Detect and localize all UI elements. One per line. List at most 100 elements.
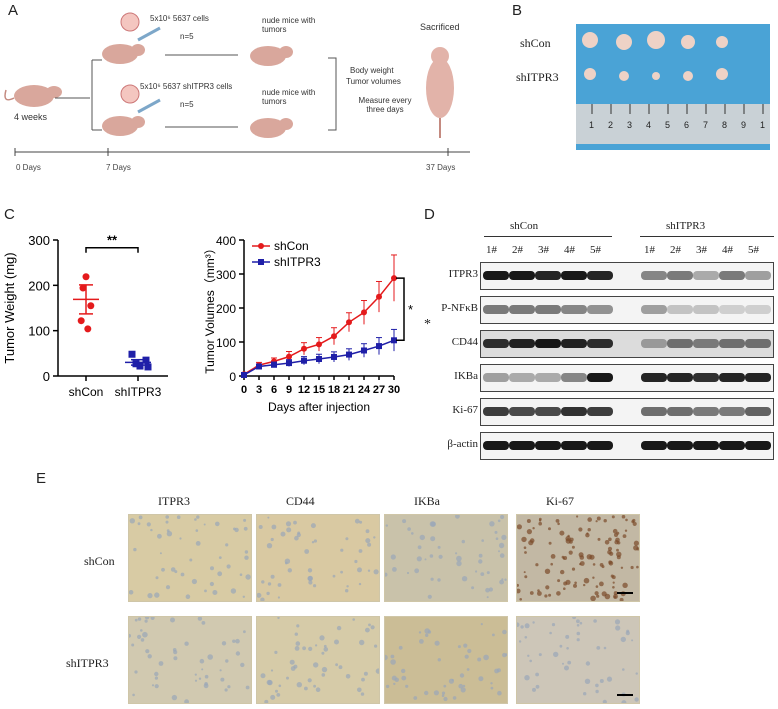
cell-nucleus <box>559 530 565 536</box>
blot-band <box>745 441 771 450</box>
cell-nucleus <box>595 585 599 588</box>
cell-nucleus <box>429 521 436 527</box>
ihc-column-label: Ki-67 <box>546 494 574 508</box>
y-tick-label: 200 <box>28 278 50 293</box>
legend-label: shCon <box>274 239 309 253</box>
cell-nucleus <box>295 641 301 646</box>
mouse-icon <box>102 44 145 64</box>
cell-nucleus <box>452 696 457 700</box>
cell-nucleus <box>218 556 222 559</box>
cell-nucleus <box>521 536 527 543</box>
cell-nucleus <box>151 684 155 687</box>
cell-nucleus <box>204 589 207 593</box>
cell-nucleus <box>498 542 505 549</box>
cell-nucleus <box>535 563 539 567</box>
data-point <box>241 371 247 378</box>
cell-nucleus <box>373 569 379 575</box>
group-underline-shitpr3 <box>640 236 774 237</box>
blot-row-label: P-NFκB <box>441 302 478 314</box>
cell-nucleus <box>524 636 528 639</box>
cell-nucleus <box>196 515 200 519</box>
cell-nucleus <box>616 551 622 557</box>
x-tick-label: 9 <box>286 384 292 396</box>
cell-nucleus <box>243 526 248 531</box>
cell-nucleus <box>545 585 550 590</box>
cell-nucleus <box>285 561 288 565</box>
cell-nucleus <box>286 527 292 533</box>
blot-band <box>641 339 667 348</box>
cell-nucleus <box>407 527 411 531</box>
blot-band <box>745 271 771 280</box>
cell-nucleus <box>524 675 530 681</box>
cell-nucleus <box>579 621 583 625</box>
panel-d-letter: D <box>424 206 435 223</box>
measure-text: Measure every three days <box>358 96 412 114</box>
blot-band <box>535 305 561 314</box>
cell-nucleus <box>220 677 225 682</box>
data-point <box>144 363 152 371</box>
cell-nucleus <box>578 527 583 532</box>
cell-nucleus <box>524 623 530 629</box>
cd44-star: * <box>424 317 431 332</box>
ihc-image <box>382 616 509 704</box>
cell-nucleus <box>615 625 621 631</box>
cell-nucleus <box>621 700 627 706</box>
ihc-column-label: ITPR3 <box>158 494 191 508</box>
cell-nucleus <box>632 521 637 526</box>
blot-band <box>561 305 587 314</box>
cell-nucleus <box>133 547 137 552</box>
cell-nucleus <box>625 518 628 522</box>
cell-nucleus <box>127 633 131 638</box>
cell-nucleus <box>419 639 424 644</box>
cell-nucleus <box>359 639 365 646</box>
blot-band <box>719 305 745 314</box>
cell-nucleus <box>313 684 316 688</box>
blot-row-label: β-actin <box>447 438 478 450</box>
cell-nucleus <box>459 673 465 678</box>
cell-nucleus <box>267 582 272 586</box>
ihc-image <box>383 513 508 602</box>
cell-nucleus <box>478 676 484 682</box>
blot-band <box>719 373 745 382</box>
cell-nucleus <box>417 545 422 550</box>
cell-nucleus <box>304 686 308 691</box>
blot-band <box>745 339 771 348</box>
cell-nucleus <box>630 565 634 570</box>
cell-nucleus <box>498 550 500 553</box>
cell-nucleus <box>443 684 447 688</box>
cell-nucleus <box>176 515 181 519</box>
cell-nucleus <box>516 524 522 530</box>
cell-nucleus <box>166 529 170 533</box>
cell-nucleus <box>549 631 552 635</box>
blot-band <box>587 271 613 280</box>
cell-nucleus <box>413 696 418 700</box>
cell-nucleus <box>555 519 560 523</box>
cell-nucleus <box>212 590 218 595</box>
cell-nucleus <box>201 621 206 625</box>
cell-nucleus <box>456 555 462 562</box>
cell-nucleus <box>458 683 463 689</box>
cell-nucleus <box>599 563 604 567</box>
x-axis-label: Days after injection <box>268 400 370 414</box>
timeline-day0: 0 Days <box>16 163 41 172</box>
cell-nucleus <box>535 672 539 677</box>
cell-nucleus <box>227 685 231 689</box>
cell-nucleus <box>170 567 176 572</box>
cell-nucleus <box>579 562 582 566</box>
cell-nucleus <box>424 558 427 561</box>
ihc-image <box>127 614 252 705</box>
cell-nucleus <box>277 583 282 587</box>
cell-nucleus <box>614 619 621 625</box>
cell-nucleus <box>245 574 251 580</box>
cell-nucleus <box>438 554 443 559</box>
cell-nucleus <box>601 591 607 597</box>
blot-band <box>667 339 693 348</box>
cell-nucleus <box>519 598 522 601</box>
cell-nucleus <box>586 554 592 560</box>
cell-nucleus <box>243 518 247 522</box>
cell-nucleus <box>321 673 326 677</box>
cell-nucleus <box>583 577 590 584</box>
cell-nucleus <box>424 690 429 696</box>
blot-group-shitpr3: shITPR3 <box>666 220 706 232</box>
cell-nucleus <box>529 659 532 663</box>
